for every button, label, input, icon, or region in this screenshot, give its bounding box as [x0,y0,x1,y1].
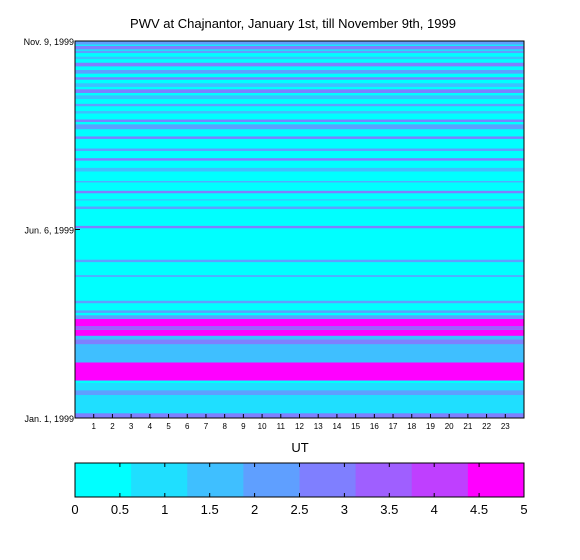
heatmap-band [75,181,524,183]
x-tick-label: 18 [407,422,416,431]
x-tick-label: 3 [129,422,134,431]
heatmap-band [75,315,524,319]
colorbar-tick-label: 1.5 [201,502,219,517]
y-tick-label: Nov. 9, 1999 [24,37,74,47]
x-tick-label: 9 [241,422,246,431]
colorbar-tick-label: 2.5 [290,502,308,517]
colorbar-tick-label: 3 [341,502,348,517]
heatmap-band [75,95,524,99]
heatmap-band [75,45,524,50]
heatmap-band [75,206,524,209]
heatmap-band [75,275,524,277]
x-tick-label: 13 [314,422,323,431]
colorbar-tick-label: 4 [431,502,438,517]
heatmap-band [75,339,524,345]
heatmap-band [75,62,524,67]
heatmap-band [75,89,524,93]
heatmap-band [75,158,524,161]
colorbar-tick-label: 0.5 [111,502,129,517]
x-axis-label: UT [291,440,308,455]
x-tick-label: 23 [501,422,510,431]
x-axis-ticks: 1 2 3 4 5 6 7 8 9 10 11 12 13 14 15 16 17 18 19 20 21 22 23 [91,414,510,431]
y-axis-ticks: Jan. 1, 1999 Jun. 6, 1999 Nov. 9, 1999 [24,37,80,424]
heatmap-band [75,148,524,151]
heatmap-band [75,70,524,74]
colorbar-tick-label: 3.5 [380,502,398,517]
x-tick-label: 6 [185,422,190,431]
x-tick-label: 19 [426,422,435,431]
heatmap-band [75,167,524,172]
colorbar-tick-label: 4.5 [470,502,488,517]
x-tick-label: 11 [277,422,286,431]
x-tick-label: 4 [148,422,153,431]
heatmap-band [75,199,524,201]
colorbar-segment [411,463,469,497]
heatmap-band [75,83,524,87]
heatmap-band [75,329,524,336]
colorbar-segment [243,463,300,497]
heatmap-band [75,77,524,80]
x-tick-label: 12 [295,422,304,431]
heatmap-band [75,344,524,363]
x-tick-label: 15 [351,422,360,431]
heatmap-band [75,41,524,45]
colorbar-ticks: 0 0.5 1 1.5 2 2.5 3 3.5 4 4.5 5 [71,463,528,517]
y-tick-label: Jan. 1, 1999 [24,414,74,424]
x-tick-label: 10 [258,422,267,431]
colorbar-segment [131,463,188,497]
chart-title: PWV at Chajnantor, January 1st, till Nov… [130,16,456,31]
x-tick-label: 22 [482,422,491,431]
x-tick-label: 8 [222,422,227,431]
colorbar-tick-label: 2 [251,502,258,517]
heatmap-band [75,390,524,396]
colorbar [75,463,525,497]
y-tick-label: Jun. 6, 1999 [24,226,74,236]
heatmap-band [75,318,524,327]
heatmap-band [75,124,524,130]
heatmap-band [75,190,524,194]
heatmap-band [75,382,524,391]
heatmap-band [75,362,524,381]
x-tick-label: 7 [204,422,209,431]
heatmap-band [75,310,524,313]
heatmap-band [75,326,524,330]
x-tick-label: 17 [389,422,398,431]
colorbar-segment [299,463,357,497]
heatmap-band [75,300,524,304]
heatmap-band [75,50,524,54]
x-tick-label: 20 [445,422,454,431]
x-tick-label: 16 [370,422,379,431]
colorbar-segment [467,463,525,497]
heatmap-band [75,119,524,122]
colorbar-segment [187,463,244,497]
heatmap-band [75,259,524,263]
heatmap-band [75,136,524,139]
heatmap-band [75,111,524,114]
x-tick-label: 1 [91,422,96,431]
heatmap-band [75,103,524,107]
colorbar-tick-label: 0 [71,502,78,517]
heatmap-band [75,56,524,60]
x-tick-label: 21 [463,422,472,431]
x-tick-label: 5 [166,422,171,431]
heatmap-band [75,395,524,414]
colorbar-segment [75,463,132,497]
colorbar-tick-label: 1 [161,502,168,517]
heatmap-band [75,225,524,229]
x-tick-label: 2 [110,422,115,431]
heatmap-bands [75,41,524,418]
colorbar-segment [355,463,413,497]
x-tick-label: 14 [332,422,341,431]
colorbar-tick-label: 5 [520,502,527,517]
heatmap-band [75,335,524,340]
